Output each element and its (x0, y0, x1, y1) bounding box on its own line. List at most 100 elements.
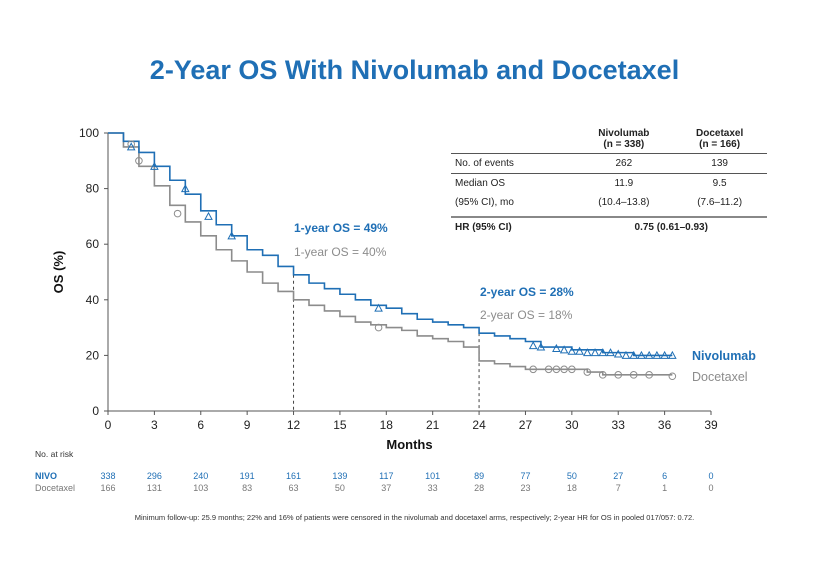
x-tick-label: 24 (472, 418, 486, 432)
x-tick-label: 0 (105, 418, 112, 432)
risk-count: 103 (193, 483, 208, 493)
risk-row-label: NIVO (35, 471, 57, 481)
nivolumab-censor-mark (374, 303, 383, 312)
end-label-docetaxel: Docetaxel (692, 370, 748, 384)
docetaxel-censor-mark (614, 371, 623, 379)
docetaxel-censor-mark (544, 365, 553, 374)
risk-count: 37 (381, 483, 391, 493)
stats-row-hr: HR (95% CI) 0.75 (0.61–0.93) (451, 216, 767, 237)
stats-table-header: Nivolumab (n = 338) Docetaxel (n = 166) (451, 118, 767, 153)
stats-row-label: No. of events (455, 158, 514, 169)
nivolumab-censor-mark (613, 349, 623, 358)
risk-count: 131 (147, 483, 162, 493)
stats-cell: 262 (615, 158, 633, 169)
stats-cell: (7.6–11.2) (697, 197, 743, 208)
stats-row-label: Median OS (455, 178, 506, 189)
nivolumab-censor-mark (150, 161, 159, 170)
x-tick-label: 36 (658, 418, 672, 432)
stats-row-median: Median OS 11.9 9.5 (451, 174, 767, 193)
x-tick-label: 33 (612, 418, 626, 432)
nivolumab-censor-mark (652, 350, 662, 359)
docetaxel-censor-mark (568, 365, 576, 374)
x-tick-label: 12 (287, 418, 301, 432)
y-tick-label: 60 (86, 237, 100, 251)
risk-count: 191 (240, 471, 255, 481)
y-tick-label: 80 (86, 182, 100, 196)
risk-count: 77 (520, 471, 530, 481)
nivolumab-censor-mark (575, 346, 584, 355)
risk-count: 33 (428, 483, 438, 493)
risk-count: 338 (100, 471, 115, 481)
risk-count: 139 (332, 471, 347, 481)
x-tick-label: 6 (197, 418, 204, 432)
y-tick-label: 0 (92, 404, 99, 418)
nivolumab-censor-mark (590, 348, 600, 357)
nivolumab-censor-mark (559, 345, 569, 354)
page-title: 2-Year OS With Nivolumab and Docetaxel (149, 55, 680, 85)
docetaxel-censor-mark (598, 371, 607, 379)
x-tick-label: 15 (333, 418, 347, 432)
docetaxel-censor-mark (127, 140, 135, 148)
docetaxel-censor-mark (529, 365, 537, 374)
risk-count: 117 (379, 471, 393, 481)
col-header-nivo: Nivolumab (n = 338) (598, 128, 650, 150)
stats-cell: (10.4–13.8) (598, 197, 650, 208)
stats-row-ci: (95% CI), mo (10.4–13.8) (7.6–11.2) (451, 193, 767, 212)
risk-count: 240 (193, 471, 208, 481)
stats-cell: 11.9 (614, 178, 634, 189)
x-tick-label: 27 (519, 418, 533, 432)
risk-count: 89 (474, 471, 484, 481)
risk-count: 161 (286, 471, 301, 481)
risk-count: 1 (662, 483, 667, 493)
risk-count: 101 (425, 471, 440, 481)
nivolumab-censor-mark (227, 231, 237, 240)
x-tick-label: 3 (151, 418, 158, 432)
nivolumab-censor-mark (621, 350, 631, 359)
nivolumab-censor-mark (552, 343, 561, 352)
risk-count: 83 (242, 483, 252, 493)
nivolumab-censor-mark (180, 184, 190, 193)
risk-table-title: No. at risk (35, 449, 74, 459)
stats-table: Nivolumab (n = 338) Docetaxel (n = 166) … (451, 118, 767, 237)
risk-count: 23 (520, 483, 530, 493)
annotation-1yr-doce: 1-year OS = 40% (294, 245, 387, 259)
docetaxel-censor-mark (668, 372, 677, 381)
nivolumab-censor-mark (629, 350, 639, 359)
docetaxel-censor-mark (374, 323, 383, 332)
nivolumab-censor-mark (598, 348, 608, 357)
annotation-2yr-nivo: 2-year OS = 28% (480, 285, 574, 299)
docetaxel-censor-mark (629, 371, 638, 379)
risk-row-label: Docetaxel (35, 483, 75, 493)
col-header-doce: Docetaxel (n = 166) (695, 128, 744, 150)
y-tick-label: 100 (79, 126, 99, 140)
risk-count: 28 (474, 483, 484, 493)
risk-count: 296 (147, 471, 162, 481)
y-axis-title: OS (%) (51, 251, 66, 294)
footnote: Minimum follow-up: 25.9 months; 22% and … (134, 513, 695, 522)
x-tick-label: 30 (565, 418, 579, 432)
risk-count: 0 (708, 483, 713, 493)
hr-label: HR (95% CI) (455, 222, 512, 233)
x-tick-label: 21 (426, 418, 440, 432)
docetaxel-censor-mark (173, 209, 182, 218)
nivolumab-censor-mark (668, 350, 677, 359)
nivolumab-censor-mark (606, 348, 615, 357)
annotation-1yr-nivo: 1-year OS = 49% (294, 221, 388, 235)
docetaxel-censor-mark (583, 368, 592, 376)
docetaxel-censor-mark (560, 365, 568, 374)
x-tick-label: 18 (380, 418, 394, 432)
docetaxel-censor-mark (645, 371, 653, 379)
risk-count: 50 (335, 483, 345, 493)
nivolumab-censor-mark (204, 211, 213, 220)
x-tick-label: 9 (244, 418, 251, 432)
risk-count: 166 (100, 483, 115, 493)
risk-count: 18 (567, 483, 577, 493)
docetaxel-censor-mark (552, 365, 561, 374)
x-axis-title: Months (386, 437, 432, 452)
nivolumab-censor-mark (644, 350, 654, 359)
stats-cell: 139 (711, 158, 728, 169)
nivolumab-censor-mark (660, 350, 669, 359)
risk-count: 27 (613, 471, 623, 481)
nivolumab-censor-mark (582, 348, 592, 357)
